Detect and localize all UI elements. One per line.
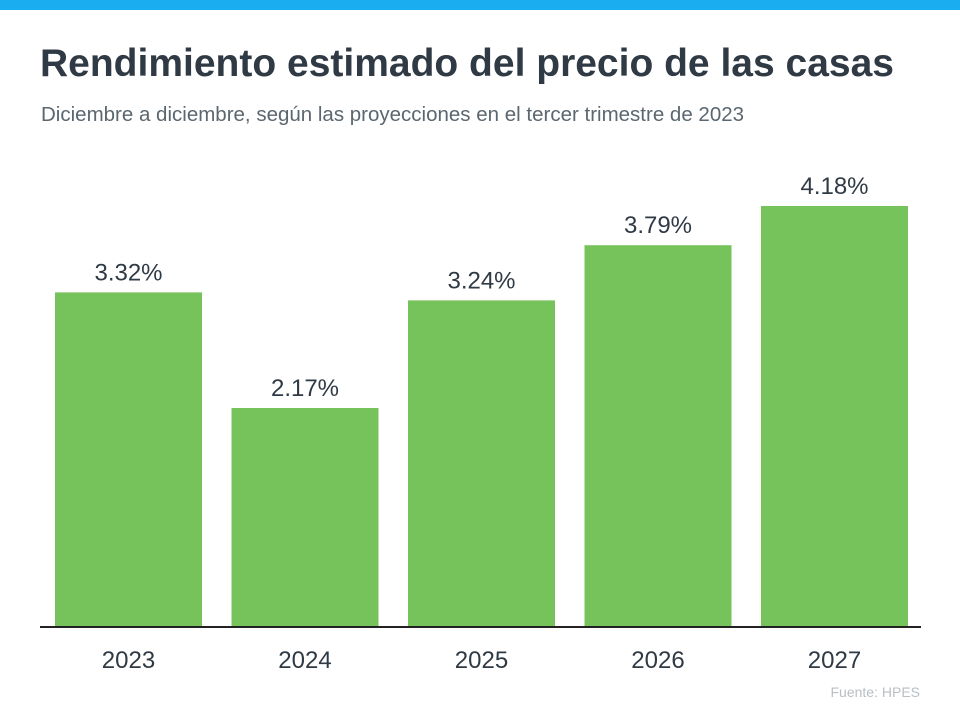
chart-subtitle: Diciembre a diciembre, según las proyecc… — [41, 103, 745, 126]
value-label-2026: 3.79% — [624, 212, 692, 239]
value-label-2027: 4.18% — [800, 173, 868, 200]
source-note: Fuente: HPES — [830, 684, 921, 700]
bar-2027 — [761, 206, 908, 626]
x-tick-label-2024: 2024 — [278, 647, 331, 674]
bar-2023 — [55, 292, 202, 626]
x-tick-label-2025: 2025 — [455, 647, 508, 674]
x-tick-labels-group: 2023 2024 2025 2026 2027 — [102, 647, 861, 674]
bar-2026 — [584, 245, 732, 626]
top-accent-bar — [0, 0, 960, 10]
bars-group — [55, 206, 908, 626]
value-label-2024: 2.17% — [271, 375, 339, 402]
bar-2024 — [231, 408, 379, 626]
x-tick-label-2027: 2027 — [808, 647, 861, 674]
value-label-2023: 3.32% — [94, 259, 162, 286]
x-tick-label-2026: 2026 — [631, 647, 684, 674]
x-tick-label-2023: 2023 — [102, 647, 155, 674]
value-label-2025: 3.24% — [447, 267, 515, 294]
value-labels-group: 3.32% 2.17% 3.24% 3.79% 4.18% — [94, 173, 868, 402]
bar-2025 — [408, 300, 555, 626]
chart-title: Rendimiento estimado del precio de las c… — [40, 42, 894, 85]
